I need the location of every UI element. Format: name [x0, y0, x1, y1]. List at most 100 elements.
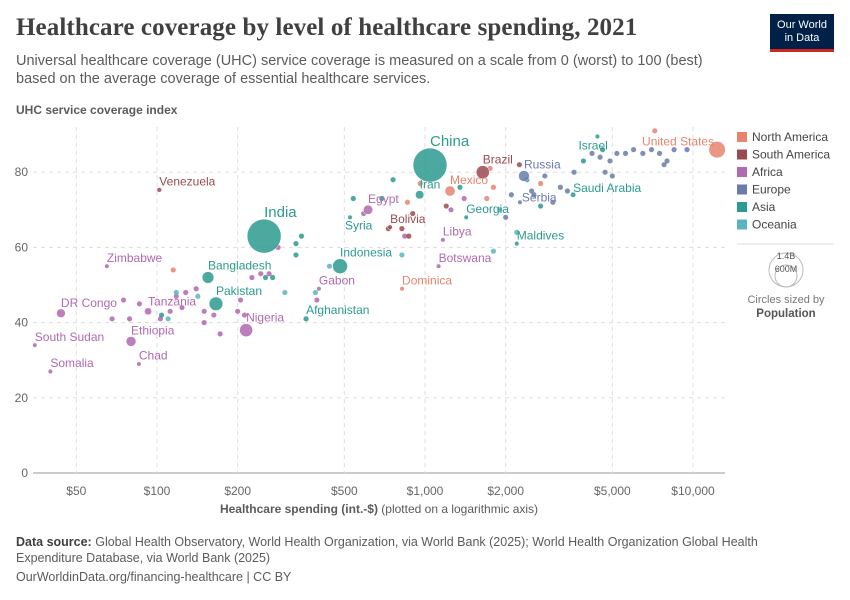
size-legend-large-label: 1.4B — [777, 251, 796, 261]
source-label: Data source: — [16, 535, 92, 549]
legend-swatch — [737, 167, 747, 177]
data-point-libya — [440, 237, 446, 243]
data-point — [298, 233, 305, 239]
data-point — [514, 229, 520, 235]
data-point-bolivia — [387, 224, 393, 230]
y-tick-label: 20 — [15, 391, 29, 405]
data-point-indonesia — [332, 258, 348, 274]
data-point — [664, 158, 670, 164]
data-point — [457, 184, 463, 190]
data-point — [193, 286, 199, 292]
x-tick-label: $500 — [331, 484, 358, 498]
data-point-iran — [415, 190, 425, 200]
x-tick-label: $10,000 — [671, 484, 715, 498]
data-point — [282, 289, 288, 296]
data-point-dr-congo — [56, 308, 66, 318]
data-point — [550, 199, 556, 205]
data-point — [490, 248, 497, 254]
data-point — [126, 316, 133, 322]
x-tick-label: $5,000 — [594, 484, 631, 498]
data-point-mexico — [444, 185, 456, 197]
point-label: Serbia — [522, 190, 557, 204]
data-point — [484, 195, 490, 202]
data-point — [516, 162, 522, 168]
data-point — [661, 162, 667, 168]
data-point — [195, 293, 201, 299]
data-point-serbia — [517, 199, 523, 205]
y-tick-label: 40 — [15, 316, 29, 330]
point-label: Chad — [139, 349, 168, 363]
legend-swatch — [737, 184, 747, 195]
data-point-venezuela — [156, 187, 162, 193]
data-point — [402, 233, 408, 239]
data-point-ethiopia — [125, 336, 137, 347]
data-point — [399, 226, 405, 232]
data-point — [173, 289, 179, 296]
logo-line-1: Our World — [777, 19, 827, 31]
data-point — [656, 150, 663, 156]
data-point — [461, 195, 467, 202]
data-point-dominica — [399, 286, 405, 292]
data-point-pakistan — [208, 296, 224, 311]
data-point — [249, 274, 255, 281]
data-point — [490, 184, 497, 190]
point-label: Pakistan — [216, 284, 262, 298]
legend-label-asia: Asia — [752, 200, 776, 214]
point-label: Saudi Arabia — [573, 181, 641, 195]
data-point — [684, 147, 690, 153]
chart-title: Healthcare coverage by level of healthca… — [16, 14, 638, 41]
point-label: Venezuela — [159, 174, 215, 188]
legend-label-africa: Africa — [752, 165, 783, 179]
point-label: Bangladesh — [208, 259, 271, 273]
point-label: United States — [642, 135, 714, 149]
data-point — [622, 150, 629, 156]
point-label: Dominica — [402, 273, 452, 287]
data-point — [564, 188, 571, 194]
owid-logo[interactable]: Our World in Data — [770, 14, 834, 52]
y-tick-label: 0 — [21, 466, 28, 480]
data-point — [410, 210, 416, 217]
logo-line-2: in Data — [784, 32, 820, 44]
data-point — [443, 203, 449, 209]
data-point — [120, 297, 127, 303]
data-point-afghanistan — [302, 315, 310, 322]
data-point — [529, 188, 535, 194]
data-point — [671, 147, 677, 153]
data-point-egypt — [363, 204, 374, 215]
data-point — [211, 312, 217, 318]
data-point-zimbabwe — [104, 263, 110, 269]
point-label: Georgia — [466, 202, 509, 216]
data-point — [614, 150, 620, 156]
data-point — [652, 128, 658, 134]
data-point-india — [246, 218, 282, 254]
data-point — [109, 316, 115, 322]
point-label: South Sudan — [35, 330, 104, 344]
data-point — [404, 199, 411, 205]
data-point-chad — [136, 361, 142, 367]
size-legend-small-circle — [774, 264, 798, 288]
point-label: Russia — [524, 158, 561, 172]
data-point — [136, 301, 143, 307]
data-point-saudi-arabia — [570, 191, 577, 198]
footer-link[interactable]: OurWorldinData.org/financing-healthcare … — [16, 570, 292, 584]
point-label: DR Congo — [61, 296, 117, 310]
point-label: India — [264, 204, 297, 221]
data-point — [589, 150, 595, 156]
data-point — [448, 207, 454, 213]
x-tick-label: $2,000 — [487, 484, 524, 498]
legend-label-europe: Europe — [752, 183, 791, 197]
data-point — [379, 195, 385, 202]
data-point — [609, 173, 615, 179]
data-point — [571, 169, 577, 175]
point-label: Libya — [443, 225, 472, 239]
point-label: Syria — [345, 218, 373, 232]
data-point — [630, 147, 637, 153]
y-axis-label: UHC service coverage index — [16, 103, 178, 117]
data-point — [350, 195, 356, 202]
data-point — [508, 192, 514, 198]
point-label: Israel — [578, 138, 607, 152]
point-label: Indonesia — [340, 246, 392, 260]
point-label: Somalia — [50, 356, 94, 370]
